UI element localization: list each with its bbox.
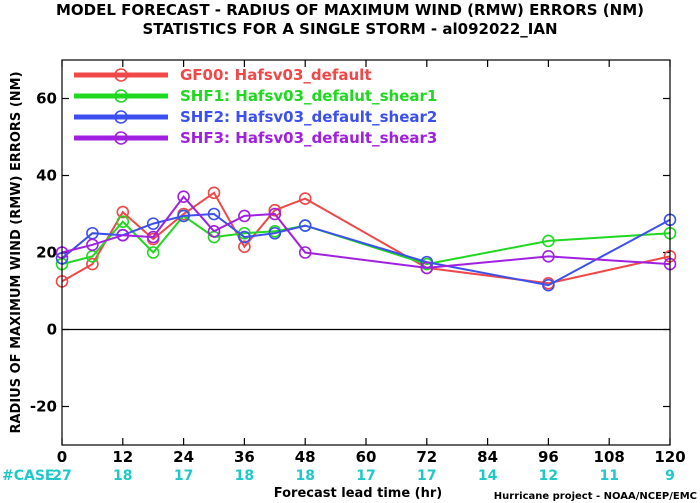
series-layer <box>55 186 677 292</box>
case-count: 17 <box>174 468 193 484</box>
y-tick-label: 40 <box>36 167 57 185</box>
y-tick-label: 20 <box>36 244 57 262</box>
series-4-point <box>177 190 190 203</box>
chart-title: MODEL FORECAST - RADIUS OF MAXIMUM WIND … <box>56 1 644 19</box>
x-tick-label: 24 <box>173 448 194 466</box>
y-tick-label: 0 <box>47 321 57 339</box>
case-count: 12 <box>539 468 558 484</box>
series-4-point <box>116 228 130 242</box>
case-count: 11 <box>599 468 618 484</box>
x-axis-label: Forecast lead time (hr) <box>274 486 442 501</box>
x-tick-label: 0 <box>57 448 67 466</box>
case-count: 18 <box>295 468 314 484</box>
case-count: 17 <box>417 468 436 484</box>
y-tick-label: 60 <box>36 90 57 108</box>
chart-subtitle: STATISTICS FOR A SINGLE STORM - al092022… <box>143 20 558 38</box>
series-3-point <box>207 207 221 221</box>
legend-label-3: SHF2: Hafsv03_default_shear2 <box>180 108 437 126</box>
case-count: 14 <box>478 468 498 484</box>
series-4-point <box>268 207 282 221</box>
series-3-point <box>268 226 282 240</box>
x-tick-label: 120 <box>654 448 685 466</box>
series-4-point <box>298 246 312 259</box>
series-3-point <box>146 217 160 230</box>
case-count: 27 <box>52 468 71 484</box>
legend-marker-3 <box>114 110 128 124</box>
legend-label-1: GF00: Hafsv03_default <box>180 66 371 84</box>
series-3-point <box>238 230 251 244</box>
series-4-point <box>146 230 160 244</box>
x-tick-label: 72 <box>416 448 437 466</box>
series-2-point <box>542 234 555 248</box>
case-count: 18 <box>235 468 254 484</box>
series-1-point <box>238 240 251 254</box>
series-4-point <box>542 250 555 263</box>
x-tick-label: 84 <box>477 448 498 466</box>
x-tick-label: 12 <box>112 448 133 466</box>
y-axis-label: RADIUS OF MAXIMUM WIND (RMW) ERRORS (NM) <box>9 71 24 433</box>
series-4-point <box>420 261 434 275</box>
series-2-point <box>116 215 130 228</box>
series-2-point <box>146 246 160 259</box>
series-3-point <box>298 219 312 232</box>
case-counts-row: 27 18 17 18 18 17 17 14 12 11 9 <box>52 468 675 484</box>
series-4-point <box>207 225 221 238</box>
plot-frame <box>61 59 671 446</box>
series-1-point <box>207 186 221 200</box>
series-3-point <box>177 209 190 223</box>
series-3-point <box>542 278 555 292</box>
legend-label-2: SHF1: Hafsv03_defalut_shear1 <box>180 87 437 105</box>
case-count: 17 <box>356 468 375 484</box>
legend-label-4: SHF3: Hafsv03_default_shear3 <box>180 129 437 147</box>
x-tick-label: 108 <box>594 448 625 466</box>
credit-text: Hurricane project - NOAA/NCEP/EMC <box>494 491 697 502</box>
series-4-point <box>238 209 251 223</box>
case-label: #CASE <box>2 468 55 484</box>
legend-marker-2 <box>114 89 128 103</box>
series-1-point <box>298 192 312 205</box>
series-4-point <box>86 238 99 252</box>
case-count: 18 <box>113 468 132 484</box>
series-line-3 <box>61 212 671 287</box>
legend-marker-4 <box>114 131 128 145</box>
series-line-2 <box>61 214 671 266</box>
x-tick-label: 48 <box>295 448 316 466</box>
series-1-point <box>86 257 99 271</box>
legend-marker-1 <box>114 68 128 82</box>
x-tick-label: 36 <box>234 448 255 466</box>
series-1-point <box>268 203 282 217</box>
x-tick-label: 60 <box>356 448 377 466</box>
case-count: 9 <box>665 468 675 484</box>
x-axis-ticks: 0 12 24 36 48 60 72 84 96 108 120 <box>57 60 686 466</box>
x-tick-label: 96 <box>538 448 559 466</box>
y-tick-label: -20 <box>30 398 57 416</box>
legend: GF00: Hafsv03_default SHF1: Hafsv03_defal… <box>74 66 437 147</box>
series-1-point <box>116 205 130 219</box>
